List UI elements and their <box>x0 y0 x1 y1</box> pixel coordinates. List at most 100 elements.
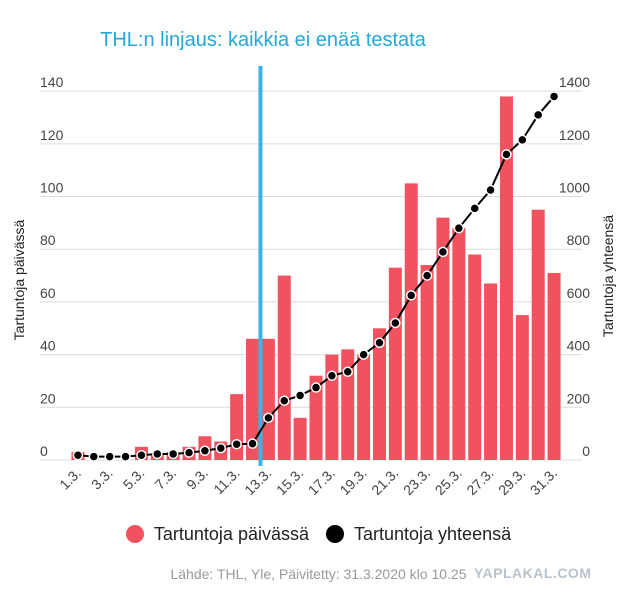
line-point <box>326 370 338 381</box>
line-point <box>247 438 258 449</box>
y-left-tick-label: 60 <box>40 285 56 301</box>
y-right-tick-label: 0 <box>582 443 590 459</box>
line-point <box>390 317 401 329</box>
x-tick-label: 11.3. <box>210 465 243 498</box>
line-point <box>167 448 179 460</box>
y-right-tick-label: 1000 <box>559 180 590 196</box>
y-left-tick-label: 140 <box>40 74 64 90</box>
y-left-tick-label: 40 <box>40 338 56 354</box>
y-axis-left-label: Tartuntoja päivässä <box>11 219 27 340</box>
line-point <box>358 349 369 360</box>
x-tick-label: 3.3. <box>88 465 116 493</box>
chart-title: THL:n linjaus: kaikkia ei enää testata <box>100 29 427 51</box>
y-left-tick-label: 20 <box>40 390 56 406</box>
line-point <box>279 395 290 406</box>
bar <box>293 417 307 460</box>
bar <box>261 338 275 460</box>
y-right-tick-label: 1200 <box>559 127 590 143</box>
bar <box>420 265 434 460</box>
line-point <box>199 445 211 457</box>
legend-label-total: Tartuntoja yhteensä <box>354 524 512 544</box>
line-point <box>88 451 100 462</box>
line-point <box>517 134 528 146</box>
bar <box>341 349 355 460</box>
x-tick-label: 9.3. <box>183 465 211 493</box>
source-note: Lähde: THL, Yle, Päivitetty: 31.3.2020 k… <box>170 566 467 582</box>
x-tick-label: 29.3. <box>495 465 528 498</box>
y-left-tick-label: 100 <box>40 180 64 196</box>
bar <box>309 375 323 460</box>
bar <box>325 354 339 460</box>
y-right-tick-label: 1400 <box>559 74 590 90</box>
line-point <box>152 448 163 460</box>
bar <box>404 183 418 460</box>
y-left-tick-label: 80 <box>40 232 56 248</box>
bar <box>277 275 291 460</box>
legend-label-daily: Tartuntoja päivässä <box>153 524 309 544</box>
bar <box>246 338 260 460</box>
line-point <box>136 450 147 461</box>
x-tick-label: 5.3. <box>120 465 148 493</box>
x-tick-label: 15.3. <box>273 465 306 498</box>
x-tick-label: 1.3. <box>56 465 84 493</box>
line-point <box>469 203 480 214</box>
bar <box>547 272 561 460</box>
tick-labels: 0 0 20 200 40 400 60 600 80 800 100 1000 120 1200 140 1… <box>40 74 590 498</box>
x-tick-label: 13.3. <box>241 465 274 498</box>
line-point <box>215 442 227 454</box>
bar <box>452 228 466 460</box>
y-right-tick-label: 400 <box>567 338 591 354</box>
bar <box>484 283 498 460</box>
y-axis-right-label: Tartuntoja yhteensä <box>600 215 616 337</box>
line-point <box>183 447 195 458</box>
line-point <box>532 109 544 121</box>
line-point <box>104 451 115 462</box>
line-point <box>72 450 84 461</box>
line-point <box>231 438 242 450</box>
legend-swatch-total <box>326 525 344 543</box>
line-point <box>405 290 417 301</box>
x-tick-label: 21.3. <box>368 465 401 498</box>
x-tick-label: 7.3. <box>151 465 179 493</box>
y-left-tick-label: 120 <box>40 127 64 143</box>
bar <box>230 394 244 460</box>
line-point <box>485 184 496 196</box>
legend-swatch-daily <box>125 525 144 543</box>
line-point <box>453 222 465 234</box>
y-right-tick-label: 800 <box>567 232 591 248</box>
y-right-tick-label: 600 <box>567 285 591 301</box>
line-point <box>342 366 353 377</box>
line-series <box>72 91 560 462</box>
bar <box>388 267 402 460</box>
bar <box>499 96 513 460</box>
bar <box>531 209 545 460</box>
bar <box>357 354 371 460</box>
bar-series <box>71 96 561 460</box>
bar <box>372 328 386 460</box>
line-point <box>437 246 449 258</box>
x-tick-label: 17.3. <box>305 465 338 498</box>
chart: THL:n linjaus: kaikkia ei enää testata 0… <box>11 29 616 498</box>
gridlines <box>40 90 582 461</box>
legend: Tartuntoja päivässä Tartuntoja yhteensä <box>0 524 637 545</box>
y-right-tick-label: 200 <box>567 390 591 406</box>
bar <box>515 315 529 460</box>
x-tick-label: 23.3. <box>400 465 433 498</box>
line-point <box>374 337 385 349</box>
legend-item-total: Tartuntoja yhteensä <box>326 524 511 545</box>
x-tick-label: 25.3. <box>432 465 465 498</box>
line-point <box>263 412 274 424</box>
bar <box>436 217 450 460</box>
line-point <box>548 91 560 102</box>
line-point <box>310 382 322 393</box>
watermark: YAPLAKAL.COM <box>474 565 592 581</box>
x-tick-label: 19.3. <box>336 465 369 498</box>
x-tick-label: 27.3. <box>463 465 496 498</box>
line-point <box>120 451 131 462</box>
line-point <box>421 270 433 281</box>
y-left-tick-label: 0 <box>40 443 48 459</box>
bar <box>468 254 482 460</box>
line-point <box>501 149 512 160</box>
line-point <box>294 390 306 401</box>
legend-item-daily: Tartuntoja päivässä <box>125 524 309 545</box>
